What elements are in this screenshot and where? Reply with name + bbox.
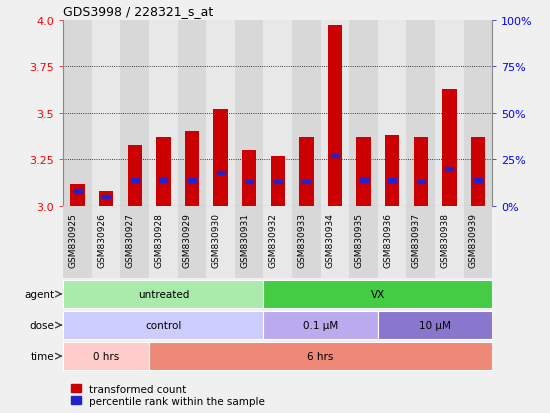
Bar [245,180,253,184]
Bar [178,21,206,206]
Bar [388,179,396,182]
Bar [92,206,120,279]
Text: GSM830933: GSM830933 [298,212,306,267]
Text: GSM830938: GSM830938 [441,212,449,267]
Bar [92,21,120,206]
Bar [435,206,464,279]
Bar [178,206,206,279]
Bar [99,192,113,206]
Bar [149,21,178,206]
Bar [131,179,139,182]
Text: time: time [31,351,54,361]
Bar [331,154,339,158]
Text: GSM830930: GSM830930 [212,212,221,267]
Bar [102,195,110,199]
FancyBboxPatch shape [63,280,263,309]
Bar [474,179,482,182]
Bar [471,138,485,206]
Bar [328,26,342,206]
Text: 0.1 μM: 0.1 μM [303,320,338,330]
Bar [349,206,378,279]
Text: GSM830926: GSM830926 [97,212,106,267]
Text: GSM830939: GSM830939 [469,212,478,267]
Bar [235,21,263,206]
FancyBboxPatch shape [263,311,378,339]
Bar [160,179,167,182]
Bar [263,21,292,206]
Text: GSM830929: GSM830929 [183,212,192,267]
Text: GSM830927: GSM830927 [126,212,135,267]
Text: GSM830931: GSM830931 [240,212,249,267]
Text: VX: VX [371,289,385,299]
Bar [406,206,435,279]
Bar [213,110,228,206]
Bar [378,206,406,279]
FancyBboxPatch shape [149,342,492,370]
Bar [217,171,224,175]
Bar [378,21,406,206]
Bar [242,151,256,206]
Bar [156,138,170,206]
Text: GSM830928: GSM830928 [155,212,163,267]
Text: agent: agent [25,289,54,299]
Bar [349,21,378,206]
Bar [302,180,310,184]
Text: GSM830925: GSM830925 [69,212,78,267]
Bar [263,206,292,279]
FancyBboxPatch shape [63,311,263,339]
Bar [185,132,199,206]
Text: control: control [145,320,182,330]
Bar [271,156,285,206]
Legend: transformed count, percentile rank within the sample: transformed count, percentile rank withi… [68,382,267,408]
Bar [235,206,263,279]
Bar [206,206,235,279]
Bar [74,190,81,193]
Bar [274,180,282,184]
Bar [292,21,321,206]
Bar [360,179,367,182]
Text: 6 hrs: 6 hrs [307,351,334,361]
Bar [120,21,149,206]
Bar [321,21,349,206]
Text: GSM830937: GSM830937 [412,212,421,267]
Bar [63,21,92,206]
Text: 0 hrs: 0 hrs [93,351,119,361]
Text: GSM830935: GSM830935 [355,212,364,267]
FancyBboxPatch shape [378,311,492,339]
Text: dose: dose [30,320,54,330]
Bar [63,206,92,279]
Text: GSM830932: GSM830932 [269,212,278,267]
Text: GDS3998 / 228321_s_at: GDS3998 / 228321_s_at [63,5,213,18]
FancyBboxPatch shape [63,342,149,370]
Bar [417,180,425,184]
Bar [414,138,428,206]
Text: 10 μM: 10 μM [419,320,451,330]
Bar [292,206,321,279]
Bar [120,206,149,279]
Text: GSM830936: GSM830936 [383,212,392,267]
Bar [299,138,314,206]
Bar [206,21,235,206]
Bar [128,145,142,206]
Bar [406,21,435,206]
Bar [464,21,492,206]
Bar [385,136,399,206]
Text: GSM830934: GSM830934 [326,212,335,267]
Bar [435,21,464,206]
Bar [446,168,453,171]
Bar [188,179,196,182]
Bar [149,206,178,279]
Bar [70,184,85,206]
Bar [356,138,371,206]
Text: untreated: untreated [138,289,189,299]
Bar [442,89,456,206]
Bar [321,206,349,279]
FancyBboxPatch shape [263,280,492,309]
Bar [464,206,492,279]
